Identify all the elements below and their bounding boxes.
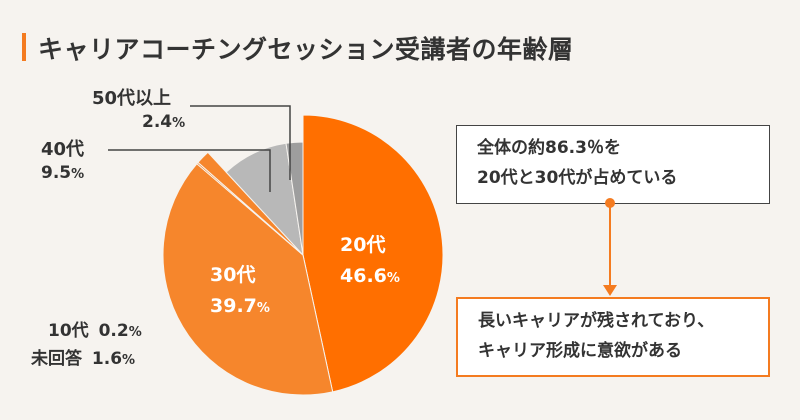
label-20s-name: 20代 — [340, 234, 386, 256]
label-noanswer: 未回答 1.6% — [31, 349, 136, 369]
label-noanswer-name: 未回答 — [31, 349, 82, 369]
label-20s-inner: 20代 46.6% — [340, 236, 400, 286]
pie-slice-1 — [162, 163, 334, 396]
pie-slice-0 — [302, 114, 444, 393]
label-noanswer-value: 1.6 — [91, 349, 123, 369]
label-30s-name: 30代 — [210, 264, 256, 286]
label-40s-name: 40代 — [41, 139, 85, 160]
chart-title: キャリアコーチングセッション受講者の年齢層 — [38, 35, 574, 64]
label-30s-value: 39.7% — [210, 295, 270, 317]
callout-insight: 長いキャリアが残されており、 キャリア形成に意欲がある — [456, 297, 770, 377]
callout-summary-line2: 20代と30代が占めている — [477, 168, 678, 188]
leader-lines — [108, 105, 291, 192]
callout-summary-line1: 全体の約86.3％を — [477, 138, 621, 158]
label-50s-value: 2.4% — [142, 112, 186, 132]
leader-50s — [190, 105, 291, 180]
label-20s-value: 46.6% — [340, 265, 400, 287]
pie-slice-3 — [197, 151, 304, 256]
leader-40s — [108, 149, 271, 192]
callout-insight-line1: 長いキャリアが残されており、 — [478, 311, 715, 331]
callout-summary: 全体の約86.3％を 20代と30代が占めている — [456, 125, 770, 204]
title-accent-bar — [22, 33, 26, 61]
label-10s-value: 0.2 — [98, 321, 129, 341]
label-10s-name: 10代 — [48, 321, 89, 341]
label-40s: 40代 9.5% — [41, 141, 84, 182]
pie-slices — [162, 114, 444, 396]
label-40s-value: 9.5% — [41, 163, 85, 183]
label-30s-inner: 30代 39.7% — [210, 266, 270, 316]
label-50s-name: 50代以上 — [92, 88, 172, 109]
label-10s: 10代 0.2% — [48, 321, 142, 341]
callout-insight-line2: キャリア形成に意欲がある — [478, 341, 682, 361]
label-50s: 50代以上 2.4% — [92, 90, 185, 131]
